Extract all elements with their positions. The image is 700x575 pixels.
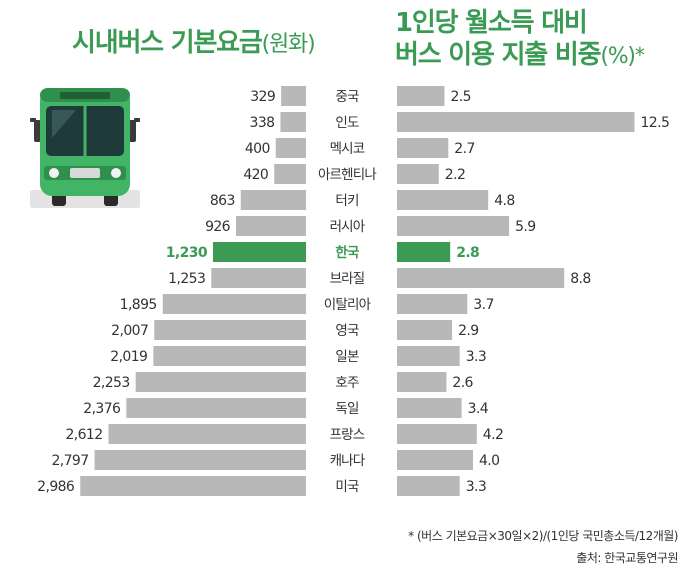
bus-icon: [30, 88, 140, 208]
share-bar: [397, 242, 451, 262]
right-title-line2: 버스 이용 지출 비중(%)*: [395, 40, 645, 72]
country-label: 러시아: [330, 219, 366, 235]
fare-value-label: 863: [210, 193, 235, 209]
share-bar: [397, 164, 439, 184]
fare-value-label: 1,895: [120, 297, 157, 313]
fare-bar: [153, 346, 306, 366]
right-title-text: 버스 이용 지출 비중: [395, 40, 602, 70]
share-bar: [397, 424, 477, 444]
share-value-label: 3.7: [473, 297, 493, 313]
right-title-unit: (%): [600, 44, 636, 69]
fare-value-label: 420: [243, 167, 268, 183]
fare-value-label: 1,253: [168, 271, 205, 287]
left-title: 시내버스 기본요금(원화): [72, 28, 316, 60]
fare-bar: [211, 268, 306, 288]
country-label: 캐나다: [330, 453, 366, 469]
fare-bar: [275, 138, 306, 158]
fare-value-label: 2,797: [51, 453, 88, 469]
share-value-label: 2.2: [445, 167, 465, 183]
share-value-label: 2.6: [452, 375, 473, 391]
fare-bar: [108, 424, 306, 444]
country-label: 일본: [335, 349, 359, 365]
fare-value-label: 1,230: [166, 245, 208, 261]
fare-bar: [126, 398, 307, 418]
fare-value-label: 2,612: [65, 427, 102, 443]
left-title-unit: (원화): [261, 32, 316, 57]
fare-bar: [274, 164, 306, 184]
share-bar: [397, 294, 468, 314]
country-label: 독일: [335, 401, 359, 417]
country-label: 한국: [335, 245, 360, 261]
fare-bar: [213, 242, 306, 262]
country-label: 미국: [335, 479, 359, 495]
fare-bar: [154, 320, 306, 340]
share-bar: [397, 476, 460, 496]
share-bar: [397, 346, 460, 366]
source-note: 출처: 한국교통연구원: [576, 551, 678, 565]
fare-bar: [162, 294, 306, 314]
fare-value-label: 2,019: [110, 349, 147, 365]
share-value-label: 5.9: [515, 219, 535, 235]
share-value-label: 3.3: [466, 349, 486, 365]
share-value-label: 8.8: [570, 271, 590, 287]
country-label: 아르헨티나: [318, 167, 376, 183]
fare-value-label: 926: [205, 219, 231, 235]
fare-bar: [281, 86, 306, 106]
fare-value-label: 400: [245, 141, 270, 157]
share-bar: [397, 268, 565, 288]
fare-value-label: 2,376: [83, 401, 121, 417]
share-value-label: 3.3: [466, 479, 486, 495]
share-bar: [397, 372, 447, 392]
fare-bar: [240, 190, 306, 210]
share-value-label: 2.7: [454, 141, 474, 157]
country-label: 호주: [335, 375, 359, 391]
fare-value-label: 338: [250, 115, 275, 131]
country-label: 영국: [335, 323, 359, 339]
share-bar: [397, 320, 453, 340]
country-label: 중국: [335, 89, 359, 105]
share-value-label: 3.4: [468, 401, 489, 417]
right-title-line1: 1인당 월소득 대비: [395, 8, 588, 38]
fare-bar: [135, 372, 306, 392]
share-value-label: 2.8: [456, 245, 479, 261]
fare-value-label: 2,253: [93, 375, 130, 391]
share-bar: [397, 450, 473, 470]
share-bar: [397, 86, 445, 106]
fare-bar: [94, 450, 306, 470]
share-value-label: 12.5: [641, 115, 670, 131]
left-title-text: 시내버스 기본요금: [72, 28, 263, 58]
fare-value-label: 329: [250, 89, 275, 105]
fare-value-label: 2,007: [111, 323, 148, 339]
share-bar: [397, 138, 449, 158]
country-label: 브라질: [330, 271, 365, 287]
share-value-label: 2.9: [458, 323, 478, 339]
fare-value-label: 2,986: [37, 479, 75, 495]
right-title-mark: *: [634, 43, 645, 67]
share-bar: [397, 216, 510, 236]
share-value-label: 4.2: [483, 427, 503, 443]
fare-bar: [280, 112, 306, 132]
fare-bar: [235, 216, 306, 236]
country-label: 이탈리아: [324, 297, 372, 313]
share-value-label: 4.8: [494, 193, 514, 209]
country-label: 인도: [335, 115, 359, 131]
country-label: 프랑스: [330, 427, 365, 443]
share-value-label: 2.5: [451, 89, 471, 105]
share-bar: [397, 190, 489, 210]
country-label: 터키: [335, 193, 358, 209]
fare-bar: [80, 476, 307, 496]
country-label: 멕시코: [330, 141, 365, 157]
share-value-label: 4.0: [479, 453, 499, 469]
share-bar: [397, 398, 462, 418]
formula-note: * (버스 기본요금×30일×2)/(1인당 국민총소득/12개월): [408, 529, 678, 543]
share-bar: [397, 112, 635, 132]
